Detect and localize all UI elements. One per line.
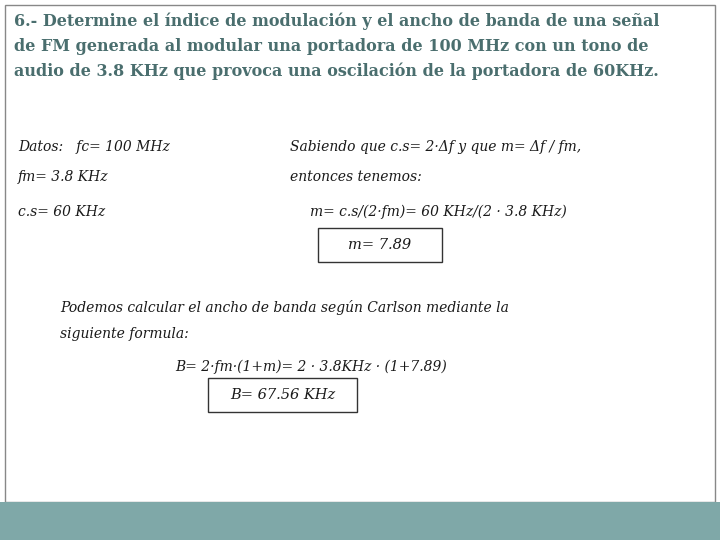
Text: B= 67.56 KHz: B= 67.56 KHz (230, 388, 335, 402)
Text: m= 7.89: m= 7.89 (348, 238, 412, 252)
FancyBboxPatch shape (0, 502, 720, 540)
Text: fm= 3.8 KHz: fm= 3.8 KHz (18, 170, 109, 184)
Text: Podemos calcular el ancho de banda según Carlson mediante la: Podemos calcular el ancho de banda según… (60, 300, 509, 315)
Text: m= c.s/(2·fm)= 60 KHz/(2 · 3.8 KHz): m= c.s/(2·fm)= 60 KHz/(2 · 3.8 KHz) (310, 205, 567, 219)
FancyBboxPatch shape (318, 228, 442, 262)
Text: B= 2·fm·(1+m)= 2 · 3.8KHz · (1+7.89): B= 2·fm·(1+m)= 2 · 3.8KHz · (1+7.89) (175, 360, 446, 374)
FancyBboxPatch shape (208, 378, 357, 412)
Text: Sabiendo que c.s= 2·Δf y que m= Δf / fm,: Sabiendo que c.s= 2·Δf y que m= Δf / fm, (290, 140, 581, 154)
FancyBboxPatch shape (5, 5, 715, 502)
Text: 6.- Determine el índice de modulación y el ancho de banda de una señal
de FM gen: 6.- Determine el índice de modulación y … (14, 13, 660, 79)
Text: siguiente formula:: siguiente formula: (60, 327, 189, 341)
Text: Datos:   fc= 100 MHz: Datos: fc= 100 MHz (18, 140, 170, 154)
Text: entonces tenemos:: entonces tenemos: (290, 170, 422, 184)
Text: c.s= 60 KHz: c.s= 60 KHz (18, 205, 105, 219)
